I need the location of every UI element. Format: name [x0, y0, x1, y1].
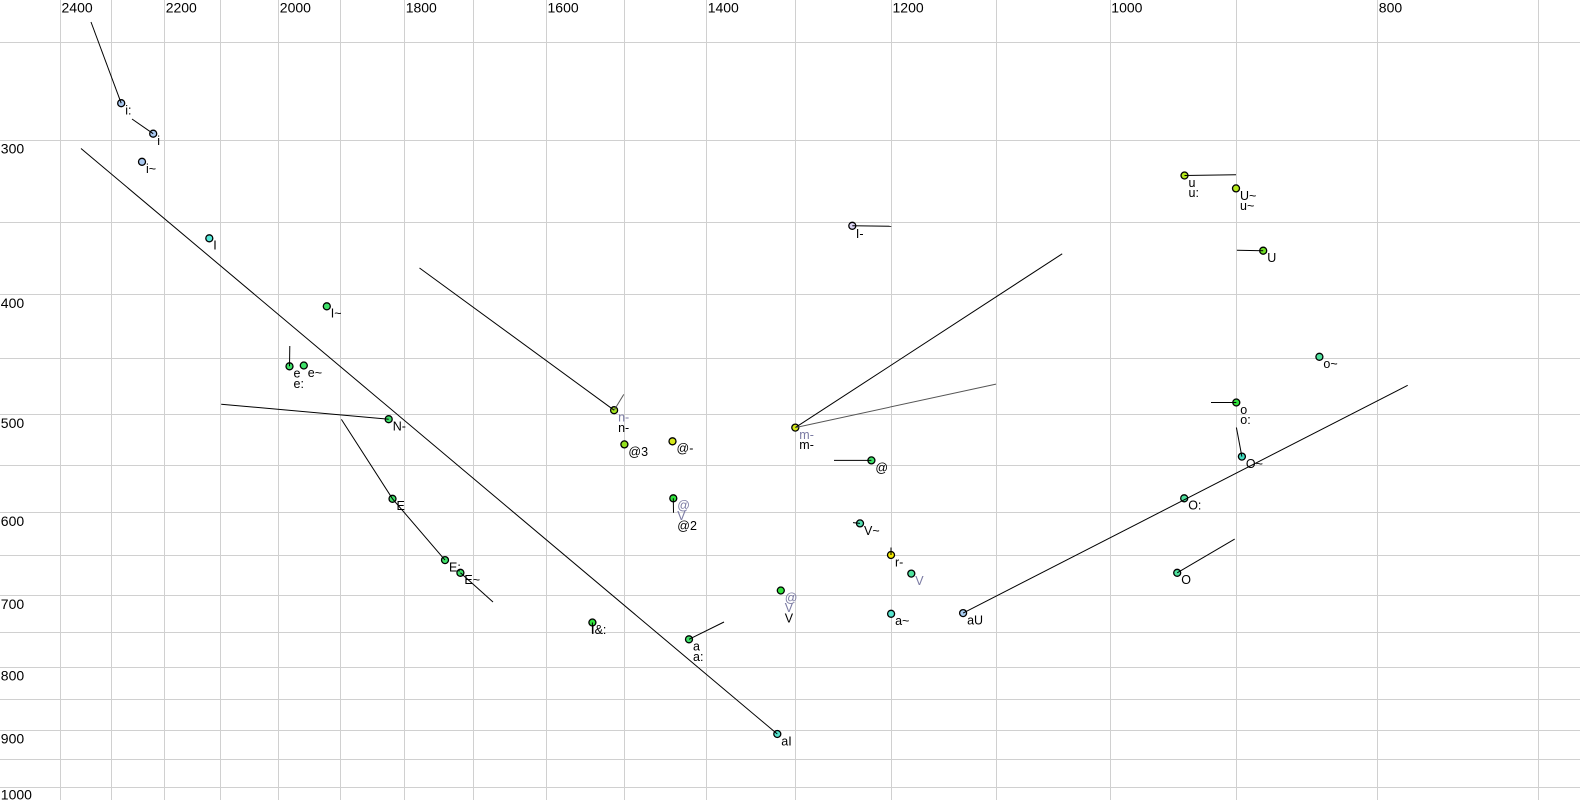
svg-text:e:: e:: [294, 377, 304, 391]
svg-text:e~: e~: [308, 366, 322, 380]
svg-text:V: V: [915, 574, 924, 588]
svg-text:300: 300: [1, 140, 25, 156]
svg-text:800: 800: [1379, 0, 1403, 15]
svg-text:a:: a:: [693, 650, 703, 664]
svg-text:E: E: [397, 499, 405, 513]
svg-text:o~: o~: [1323, 357, 1337, 371]
svg-text:400: 400: [1, 295, 25, 311]
svg-text:i:: i:: [125, 104, 131, 118]
svg-text:I-: I-: [856, 227, 864, 241]
svg-text:E:: E:: [449, 561, 461, 575]
svg-text:900: 900: [1, 731, 25, 747]
svg-text:1400: 1400: [708, 0, 739, 15]
svg-text:aU: aU: [967, 614, 983, 628]
svg-text:1800: 1800: [406, 0, 437, 15]
svg-text:O:: O:: [1188, 499, 1201, 513]
svg-text:u: u: [1189, 176, 1196, 190]
svg-text:n-: n-: [618, 421, 629, 435]
svg-text:@: @: [875, 461, 888, 475]
svg-text:a~: a~: [895, 614, 909, 628]
svg-text:2200: 2200: [166, 0, 197, 15]
svg-text:e: e: [294, 367, 301, 381]
svg-text:1200: 1200: [893, 0, 924, 15]
svg-text:V: V: [785, 601, 794, 615]
svg-text:800: 800: [1, 667, 25, 683]
svg-text:o:: o:: [1240, 413, 1250, 427]
svg-text:a: a: [693, 640, 700, 654]
svg-text:u~: u~: [1240, 199, 1254, 213]
svg-text:u:: u:: [1189, 186, 1199, 200]
svg-text:I~: I~: [331, 307, 342, 321]
svg-text:U: U: [1267, 251, 1276, 265]
svg-text:@-: @-: [677, 442, 694, 456]
svg-text:aI: aI: [781, 734, 791, 748]
svg-text:I: I: [213, 239, 216, 253]
svg-text:U~: U~: [1240, 189, 1256, 203]
svg-text:V~: V~: [864, 524, 880, 538]
svg-text:o: o: [1240, 403, 1247, 417]
svg-text:@: @: [785, 591, 798, 605]
svg-text:O~: O~: [1246, 457, 1263, 471]
svg-text:1600: 1600: [548, 0, 579, 15]
svg-text:n-: n-: [618, 411, 629, 425]
svg-text:2400: 2400: [62, 0, 93, 15]
svg-text:@2: @2: [677, 519, 697, 533]
svg-text:m-: m-: [799, 428, 814, 442]
svg-text:I&:: I&:: [591, 623, 606, 637]
svg-text:r-: r-: [895, 555, 903, 569]
svg-text:O: O: [1181, 573, 1191, 587]
svg-text:2000: 2000: [280, 0, 311, 15]
svg-text:V: V: [677, 509, 686, 523]
svg-text:@: @: [677, 499, 690, 513]
svg-text:E~: E~: [464, 573, 480, 587]
svg-text:500: 500: [1, 415, 25, 431]
svg-text:600: 600: [1, 513, 25, 529]
svg-text:i: i: [157, 134, 160, 148]
svg-text:1000: 1000: [1, 787, 32, 800]
svg-text:V: V: [785, 611, 794, 625]
svg-text:i~: i~: [146, 162, 156, 176]
svg-text:N-: N-: [393, 420, 406, 434]
svg-text:m-: m-: [799, 438, 814, 452]
svg-text:1000: 1000: [1111, 0, 1142, 15]
svg-text:700: 700: [1, 596, 25, 612]
svg-text:@3: @3: [628, 445, 648, 459]
